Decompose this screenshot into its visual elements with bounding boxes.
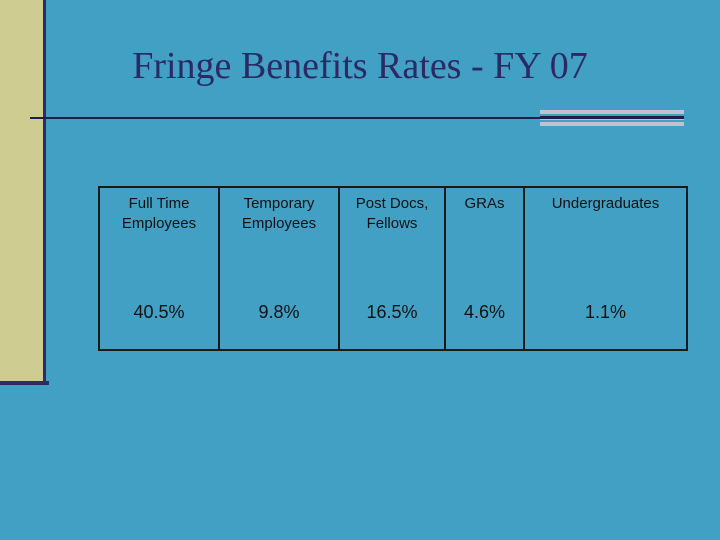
header-line: Fellows <box>366 215 418 232</box>
header-line: GRAs <box>464 195 505 212</box>
slide-title: Fringe Benefits Rates - FY 07 <box>132 45 588 87</box>
fringe-rates-table: Full Time Employees Temporary Employees … <box>98 186 688 351</box>
rate-temporary-employees: 9.8% <box>218 298 339 350</box>
title-rule-accent-core <box>540 116 684 119</box>
rate-full-time-employees: 40.5% <box>133 302 185 322</box>
header-post-docs-fellows: Post Docs, Fellows <box>338 187 445 298</box>
table-header-row: Full Time Employees Temporary Employees … <box>99 187 687 298</box>
table-row: 40.5% 9.8% 16.5% 4.6% 1.1% <box>99 298 687 350</box>
rate-undergraduates: 1.1% <box>523 298 687 350</box>
title-rule-line <box>30 117 542 119</box>
header-line: Employees <box>121 215 197 232</box>
header-line: Employees <box>241 215 317 232</box>
header-undergraduates: Undergraduates <box>523 187 687 298</box>
header-full-time-employees: Full Time Employees <box>99 187 219 298</box>
header-line: Undergraduates <box>551 195 660 212</box>
left-decorative-bar <box>0 0 46 381</box>
header-line: Temporary <box>243 195 315 212</box>
header-line: Full Time <box>128 195 190 212</box>
header-gras: GRAs <box>444 187 524 298</box>
rate-gras: 4.6% <box>444 298 524 350</box>
rate-post-docs-fellows: 16.5% <box>338 298 445 350</box>
header-line: Post Docs, <box>355 195 429 212</box>
header-temporary-employees: Temporary Employees <box>218 187 339 298</box>
left-bar-bottom-edge <box>0 381 49 385</box>
